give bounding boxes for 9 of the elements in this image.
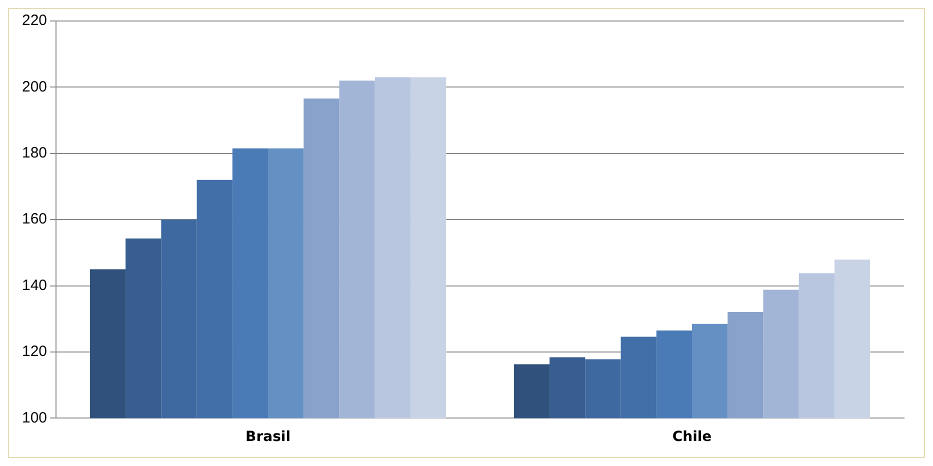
x-tick-label: Chile [672, 429, 712, 446]
y-tick-label: 100 [22, 409, 48, 426]
x-tick-label: Brasil [246, 429, 290, 446]
y-tick-label: 180 [22, 144, 48, 162]
y-tick-label: 160 [22, 210, 48, 228]
y-tick-label: 120 [22, 343, 48, 360]
y-tick-label: 220 [22, 12, 48, 30]
y-tick-label: 200 [22, 78, 48, 96]
y-tick-label: 140 [22, 276, 48, 294]
